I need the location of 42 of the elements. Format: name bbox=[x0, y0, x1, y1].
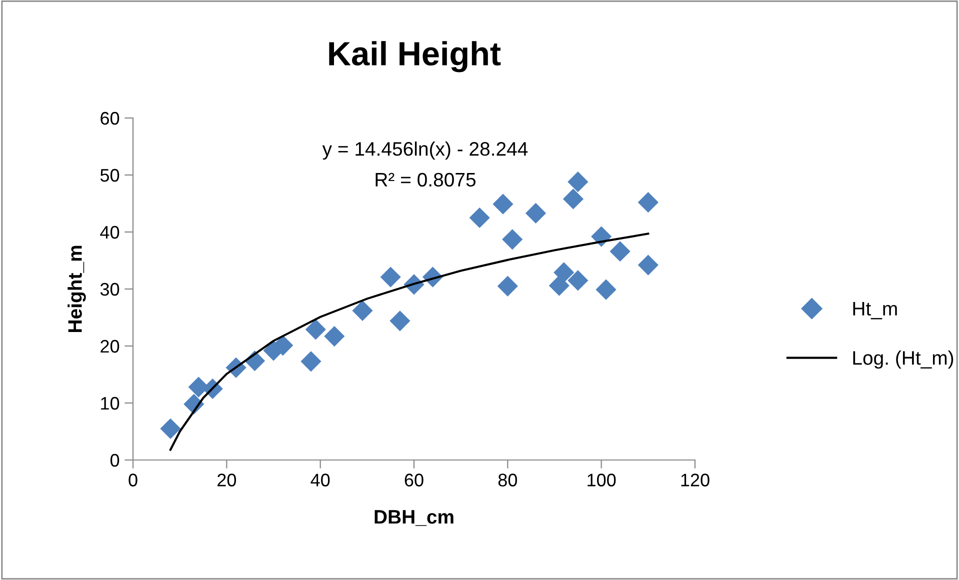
annotation: R² = 0.8075 bbox=[376, 172, 476, 187]
point bbox=[380, 266, 401, 288]
point bbox=[305, 319, 326, 340]
point bbox=[497, 276, 518, 296]
x-tick-label: 0 bbox=[128, 474, 138, 486]
point bbox=[390, 310, 410, 332]
point bbox=[492, 194, 514, 214]
point bbox=[562, 188, 584, 210]
point bbox=[525, 202, 546, 224]
x-tick-label: 120 bbox=[681, 474, 710, 486]
point bbox=[568, 270, 588, 291]
x-tick-label: 80 bbox=[498, 474, 518, 486]
point bbox=[160, 418, 181, 439]
x-tick-label: 100 bbox=[588, 474, 616, 486]
point bbox=[324, 326, 345, 347]
y-tick-label: 40 bbox=[100, 226, 120, 239]
point bbox=[638, 254, 658, 276]
x-tick-label: 60 bbox=[404, 474, 424, 486]
point bbox=[469, 207, 490, 228]
chart-title: Kail Height bbox=[329, 41, 501, 72]
y-tick-label: 50 bbox=[100, 168, 120, 182]
point bbox=[502, 229, 523, 250]
y-tick-label: 20 bbox=[100, 340, 120, 353]
point bbox=[548, 275, 570, 296]
legend-label: Ht_m bbox=[853, 302, 897, 320]
y-tick-label: 0 bbox=[110, 454, 120, 467]
point bbox=[352, 300, 373, 321]
point bbox=[300, 351, 322, 372]
point bbox=[638, 192, 658, 213]
y-axis-title: Height_m bbox=[68, 246, 86, 332]
annotation: y = 14.456ln(x) - 28.244 bbox=[322, 142, 528, 160]
x-tick-label: 40 bbox=[310, 474, 330, 486]
y-tick-label: 10 bbox=[101, 396, 120, 410]
point bbox=[568, 172, 588, 192]
y-tick-label: 60 bbox=[100, 112, 120, 125]
point bbox=[554, 262, 574, 283]
x-tick-label: 20 bbox=[218, 474, 236, 486]
point bbox=[596, 279, 616, 300]
legend-label: Log. (Ht_m) bbox=[853, 350, 954, 369]
x-axis-title: DBH_cm bbox=[374, 510, 454, 526]
y-tick-label: 30 bbox=[100, 282, 120, 296]
point bbox=[610, 241, 630, 262]
